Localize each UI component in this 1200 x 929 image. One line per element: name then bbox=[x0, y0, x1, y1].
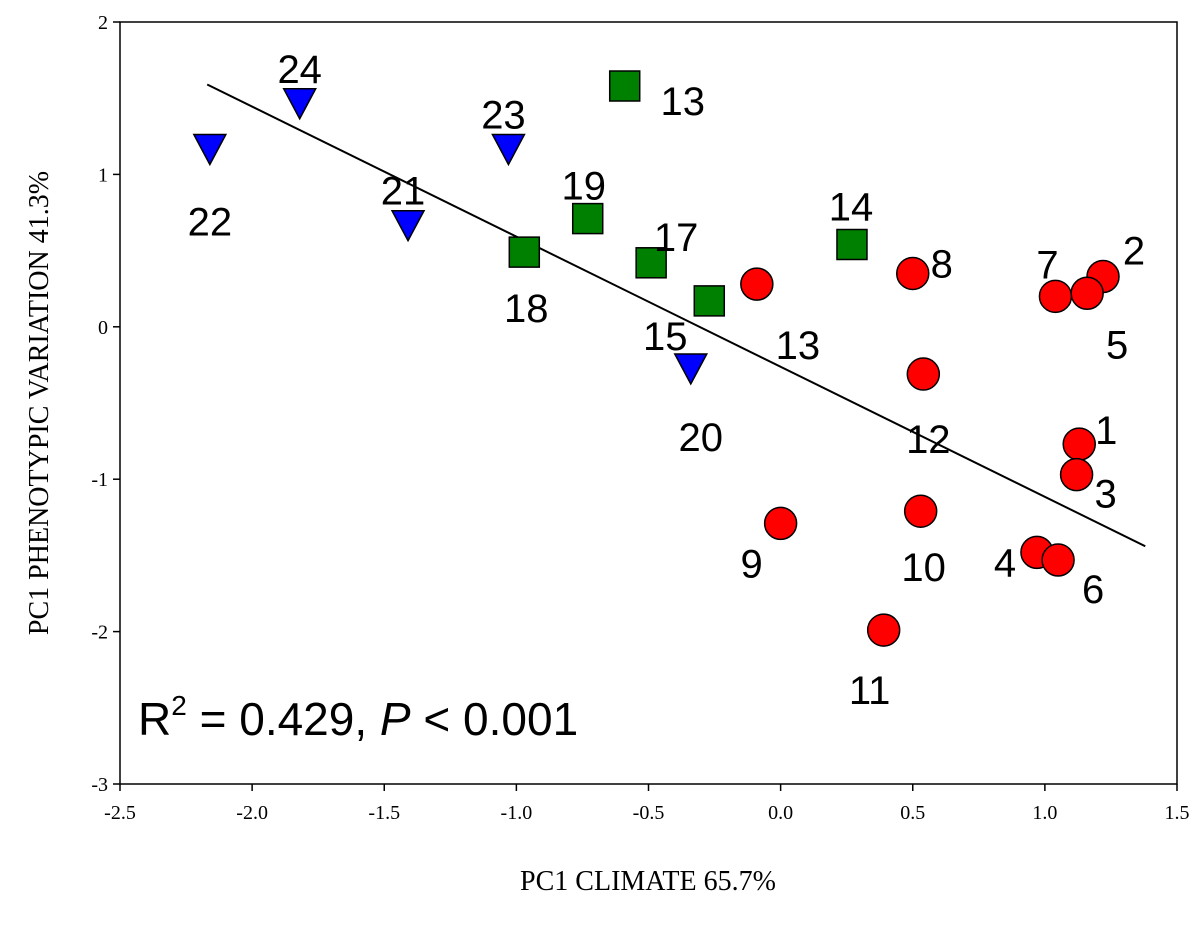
x-tick-label: -2.0 bbox=[236, 802, 268, 824]
circles-point-3 bbox=[1059, 457, 1094, 492]
point-label-10: 10 bbox=[901, 546, 946, 590]
x-tick-label: 0.5 bbox=[900, 802, 925, 824]
squares-point-14 bbox=[836, 228, 868, 261]
squares-point-18 bbox=[508, 236, 541, 268]
y-axis: 2 1 0 -1 -2 -3 bbox=[91, 12, 120, 796]
point-label-24: 24 bbox=[277, 48, 322, 92]
point-label-9: 9 bbox=[741, 542, 763, 586]
x-tick-label: -1.5 bbox=[368, 802, 400, 824]
point-label-18: 18 bbox=[504, 287, 549, 331]
triangles-point-23 bbox=[491, 133, 526, 167]
r-value-text: = 0.429, bbox=[187, 693, 380, 745]
y-tick-label: -3 bbox=[91, 774, 108, 796]
squares-point-13 bbox=[608, 70, 641, 102]
circles-point-1 bbox=[1062, 427, 1096, 461]
point-label-22: 22 bbox=[188, 200, 233, 244]
x-tick-label: 1.0 bbox=[1032, 802, 1057, 824]
p-value-text: < 0.001 bbox=[411, 693, 579, 745]
data-points bbox=[192, 70, 1120, 647]
point-label-23: 23 bbox=[481, 93, 526, 137]
p-label: P bbox=[380, 693, 411, 745]
point-label-1: 1 bbox=[1095, 409, 1117, 453]
circles-point-9 bbox=[763, 506, 798, 541]
x-tick-label: -1.0 bbox=[501, 802, 533, 824]
point-label-13: 13 bbox=[660, 80, 705, 124]
point-label-15: 15 bbox=[643, 315, 688, 359]
x-tick-label: -2.5 bbox=[104, 802, 136, 824]
point-label-11: 11 bbox=[849, 669, 891, 713]
x-axis: -2.5 -2.0 -1.5 -1.0 -0.5 0.0 0.5 1.0 1.5 bbox=[104, 784, 1190, 824]
y-tick-label: 2 bbox=[98, 12, 108, 34]
squares-point-17 bbox=[635, 247, 667, 279]
point-label-14: 14 bbox=[829, 186, 874, 230]
squares-point-15 bbox=[693, 285, 726, 317]
point-label-12: 12 bbox=[906, 418, 951, 462]
triangles-point-22 bbox=[192, 133, 228, 167]
triangles-point-20 bbox=[673, 353, 709, 386]
circles-point-11 bbox=[866, 613, 901, 647]
point-label-3: 3 bbox=[1094, 473, 1116, 517]
triangles-point-21 bbox=[390, 209, 426, 243]
r-exponent: 2 bbox=[171, 690, 187, 721]
y-tick-label: 0 bbox=[98, 317, 108, 339]
x-axis-title: PC1 CLIMATE 65.7% bbox=[520, 866, 776, 897]
y-tick-label: -1 bbox=[91, 469, 108, 491]
circles-point-12 bbox=[906, 357, 941, 391]
circles-point-6 bbox=[1041, 543, 1075, 577]
point-label-5: 5 bbox=[1106, 323, 1128, 367]
point-label-7: 7 bbox=[1036, 243, 1058, 287]
point-label-20: 20 bbox=[679, 416, 724, 460]
x-tick-label: 0.0 bbox=[768, 802, 793, 824]
x-tick-label: 1.5 bbox=[1165, 802, 1190, 824]
r-label: R bbox=[138, 693, 171, 745]
circles-point-13 bbox=[740, 267, 774, 301]
r-squared-annotation: R2 = 0.429, P < 0.001 bbox=[138, 690, 578, 745]
circles-point-8 bbox=[896, 256, 930, 291]
squares-point-19 bbox=[571, 202, 604, 235]
point-label-17: 17 bbox=[654, 216, 699, 260]
x-tick-label: -0.5 bbox=[633, 802, 665, 824]
point-label-19: 19 bbox=[561, 165, 606, 209]
point-label-21: 21 bbox=[381, 170, 426, 214]
point-label-13: 13 bbox=[776, 324, 821, 368]
point-label-4: 4 bbox=[994, 541, 1016, 585]
plot-area-frame bbox=[119, 21, 1178, 785]
regression-line bbox=[206, 83, 1146, 548]
circles-point-5 bbox=[1070, 276, 1104, 311]
circles-point-10 bbox=[903, 494, 938, 528]
point-label-2: 2 bbox=[1123, 230, 1145, 274]
point-label-8: 8 bbox=[931, 242, 953, 286]
triangles-point-24 bbox=[282, 88, 317, 121]
circles-point-7 bbox=[1038, 279, 1073, 314]
y-axis-title: PC1 PHENOTYPIC VARIATION 41.3% bbox=[24, 171, 55, 635]
y-tick-label: 1 bbox=[98, 164, 108, 186]
point-label-6: 6 bbox=[1082, 568, 1104, 612]
y-tick-label: -2 bbox=[91, 622, 108, 644]
